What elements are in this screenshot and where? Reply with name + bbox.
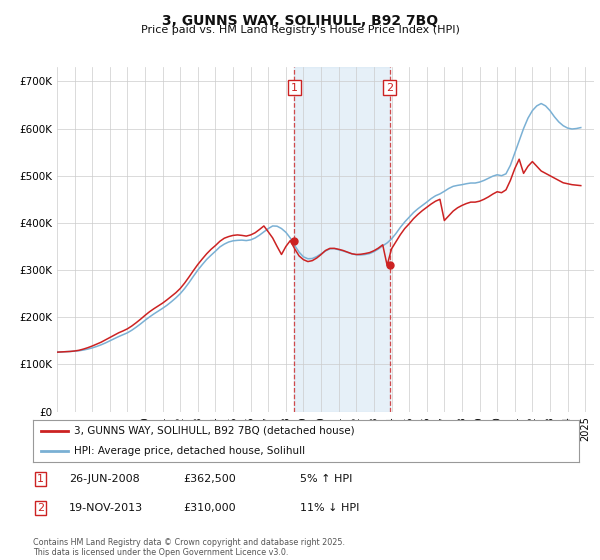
- Text: £310,000: £310,000: [183, 503, 236, 513]
- Text: 1: 1: [37, 474, 44, 484]
- Text: 3, GUNNS WAY, SOLIHULL, B92 7BQ: 3, GUNNS WAY, SOLIHULL, B92 7BQ: [162, 14, 438, 28]
- Text: £362,500: £362,500: [183, 474, 236, 484]
- Text: Contains HM Land Registry data © Crown copyright and database right 2025.
This d: Contains HM Land Registry data © Crown c…: [33, 538, 345, 557]
- Text: 5% ↑ HPI: 5% ↑ HPI: [300, 474, 352, 484]
- Text: Price paid vs. HM Land Registry's House Price Index (HPI): Price paid vs. HM Land Registry's House …: [140, 25, 460, 35]
- Text: 19-NOV-2013: 19-NOV-2013: [69, 503, 143, 513]
- Text: 26-JUN-2008: 26-JUN-2008: [69, 474, 140, 484]
- Text: 3, GUNNS WAY, SOLIHULL, B92 7BQ (detached house): 3, GUNNS WAY, SOLIHULL, B92 7BQ (detache…: [74, 426, 355, 436]
- Text: 11% ↓ HPI: 11% ↓ HPI: [300, 503, 359, 513]
- Text: 1: 1: [291, 83, 298, 93]
- Text: HPI: Average price, detached house, Solihull: HPI: Average price, detached house, Soli…: [74, 446, 305, 456]
- Bar: [295, 67, 389, 412]
- Text: 2: 2: [37, 503, 44, 513]
- Text: 2: 2: [386, 83, 393, 93]
